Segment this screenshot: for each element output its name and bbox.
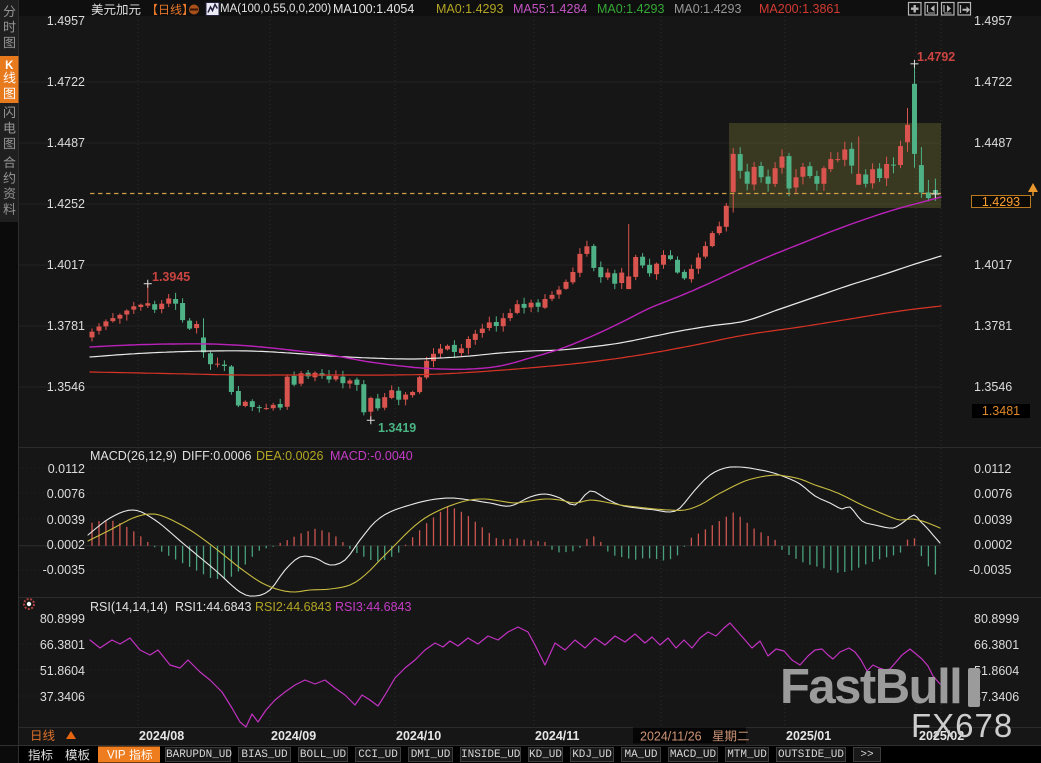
- svg-text:K: K: [5, 60, 14, 72]
- svg-text:VIP: VIP: [107, 750, 126, 762]
- svg-text:2024/11/26: 2024/11/26: [640, 730, 702, 744]
